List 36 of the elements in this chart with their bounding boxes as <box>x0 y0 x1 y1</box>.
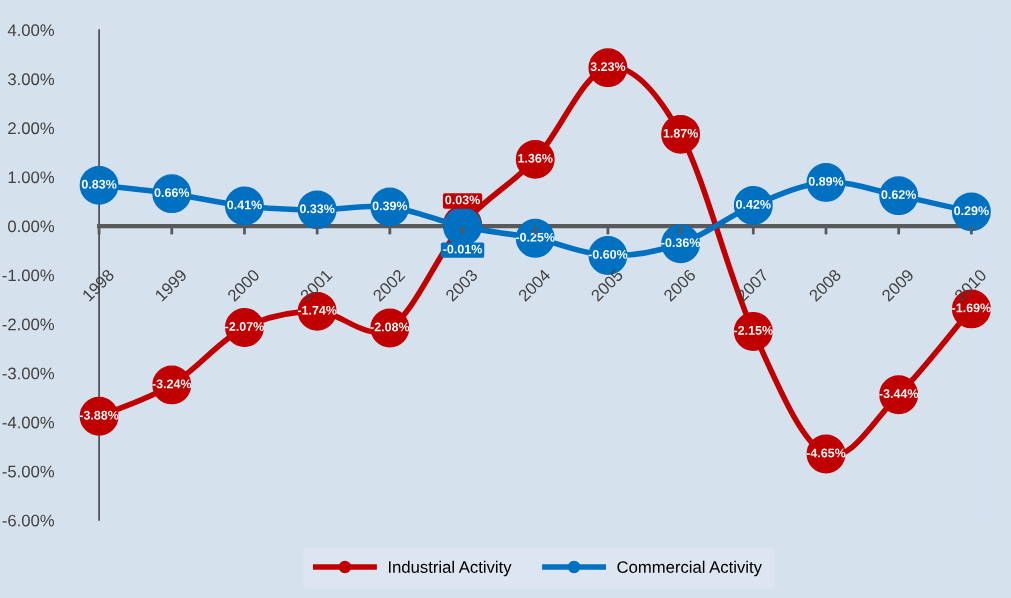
data-label: 1.87% <box>663 128 698 138</box>
y-tick-label: -6.00% <box>2 514 55 527</box>
data-label: 0.33% <box>299 204 335 214</box>
y-tick-label: 0.00% <box>8 220 55 233</box>
data-label: 3.23% <box>590 62 626 72</box>
data-label: 0.29% <box>954 206 989 216</box>
y-tick-label: 2.00% <box>8 122 55 135</box>
y-tick-label: -1.00% <box>2 269 55 282</box>
data-label: -1.74% <box>297 305 337 315</box>
data-label: -2.15% <box>733 325 773 335</box>
data-label: -1.69% <box>952 303 991 313</box>
data-label: -4.65% <box>806 448 846 458</box>
legend-label: Industrial Activity <box>388 560 512 577</box>
y-tick-label: -2.00% <box>2 318 55 331</box>
data-label: -0.60% <box>588 249 628 259</box>
data-label: -2.07% <box>225 322 264 331</box>
y-tick-label: -4.00% <box>2 416 55 429</box>
data-label: 1.36% <box>518 153 553 163</box>
y-tick-label: 4.00% <box>7 24 55 37</box>
data-label: -0.36% <box>661 238 701 248</box>
data-label: 0.42% <box>736 199 771 209</box>
data-label: 0.83% <box>81 179 117 189</box>
legend-label: Commercial Activity <box>617 560 762 577</box>
data-label: 0.89% <box>808 176 844 186</box>
data-label: 0.41% <box>227 200 262 210</box>
y-tick-label: -3.00% <box>2 367 55 380</box>
data-label: -0.25% <box>515 232 555 242</box>
data-label: 0.66% <box>154 188 190 198</box>
data-label: -3.44% <box>879 389 919 399</box>
y-tick-label: -5.00% <box>2 465 55 478</box>
data-label: 0.62% <box>881 190 917 199</box>
y-tick-label: 1.00% <box>8 171 55 184</box>
data-label: -0.01% <box>443 244 483 254</box>
data-label: 0.39% <box>372 201 408 211</box>
y-tick-label: 3.00% <box>8 73 55 86</box>
data-label: 0.03% <box>445 195 480 205</box>
